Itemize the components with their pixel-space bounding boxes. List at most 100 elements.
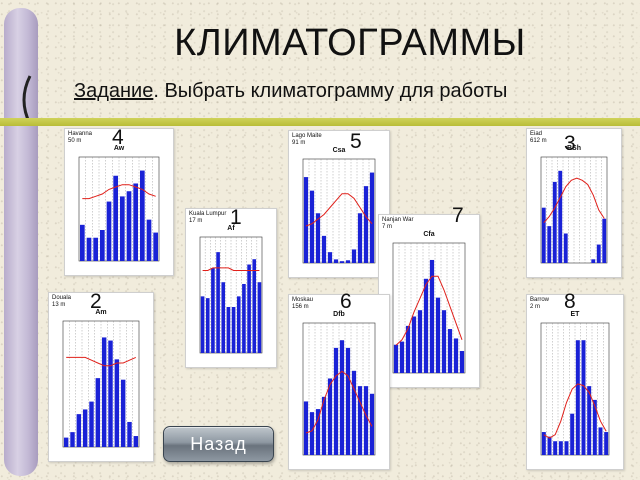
precip-bar: [345, 260, 351, 263]
precip-bar: [602, 218, 607, 263]
climatogram-card[interactable]: Douala 13 m Am: [48, 292, 154, 462]
station-name: Moskau 156 m: [292, 297, 314, 310]
precip-bar: [547, 436, 552, 455]
precip-bar: [146, 219, 152, 261]
precip-bar: [321, 235, 327, 263]
precip-bar: [541, 432, 546, 455]
climatogram-plot: [540, 156, 608, 264]
precip-bar: [93, 237, 98, 261]
precip-bar: [429, 259, 435, 373]
station-name: Nanjan War 7 m: [382, 217, 414, 230]
precip-bar: [309, 412, 315, 455]
chart-number: 1: [230, 206, 242, 229]
precip-bar: [101, 337, 107, 447]
precip-bar: [596, 244, 601, 263]
precip-bar: [63, 437, 69, 447]
climate-code: Dfb: [333, 311, 345, 318]
precip-bar: [333, 259, 339, 263]
temperature-line: [305, 370, 373, 434]
station-name: Kuala Lumpur 17 m: [189, 211, 227, 224]
temperature-line: [82, 184, 156, 200]
chart-number: 8: [564, 290, 576, 313]
precip-bar: [231, 306, 236, 353]
precip-bar: [598, 427, 603, 455]
precip-bar: [604, 432, 609, 455]
back-button[interactable]: Назад: [163, 426, 274, 462]
precip-bar: [363, 186, 369, 263]
climatogram-plot: [302, 158, 376, 264]
precip-bar: [441, 310, 447, 373]
climatogram-card[interactable]: Moskau 156 m Dfb: [288, 294, 390, 470]
task-label: Задание: [74, 80, 154, 102]
chart-number: 7: [452, 204, 464, 227]
precip-bar: [303, 177, 309, 263]
climatogram-plot: [302, 322, 376, 456]
precip-bar: [120, 379, 126, 447]
precip-bar: [200, 296, 205, 353]
climatogram-card[interactable]: Lago Maite 91 m Csa: [288, 130, 390, 278]
precip-bar: [114, 359, 120, 447]
precip-bar: [564, 441, 569, 455]
precip-bar: [315, 409, 321, 455]
climatogram-card[interactable]: Nanjan War 7 m Cfa: [378, 214, 480, 388]
task-description: . Выбрать климатограмму для работы: [153, 80, 508, 102]
precip-bar: [236, 296, 241, 353]
precip-bar: [133, 183, 138, 261]
precip-bar: [257, 282, 262, 353]
chart-number: 5: [350, 130, 362, 153]
precip-bar: [327, 378, 333, 455]
precip-bar: [100, 229, 105, 261]
chart-number: 4: [112, 126, 124, 149]
precip-bar: [226, 306, 231, 353]
precip-bar: [563, 233, 568, 263]
precip-bar: [453, 338, 459, 373]
precip-bar: [591, 259, 596, 263]
precip-bar: [357, 386, 363, 455]
precip-bar: [205, 298, 210, 353]
precip-bar: [106, 201, 112, 261]
precip-bar: [558, 441, 563, 455]
climatogram-card[interactable]: Havanna 50 m Aw: [64, 128, 174, 276]
climate-code: Aw: [113, 145, 125, 152]
precip-bar: [221, 282, 226, 353]
precip-bar: [541, 207, 546, 263]
precip-bar: [252, 259, 257, 353]
page-title: КЛИМАТОГРАММЫ: [174, 22, 526, 64]
precip-bar: [303, 401, 309, 455]
climate-code: Am: [95, 309, 107, 316]
climatogram-plot: [78, 156, 160, 262]
precip-bar: [127, 421, 132, 447]
task-text: Задание. Выбрать климатограмму для работ…: [74, 80, 507, 103]
precip-bar: [405, 325, 411, 373]
accent-stripe: [0, 118, 640, 126]
precip-bar: [113, 175, 118, 261]
station-name: Lago Maite 91 m: [292, 133, 322, 146]
climatogram-card[interactable]: Eiad 612 m BSh: [526, 128, 622, 278]
climatogram-card[interactable]: Kuala Lumpur 17 m Af: [185, 208, 277, 368]
precip-bar: [339, 340, 345, 455]
precip-bar: [351, 370, 357, 455]
temperature-line: [543, 177, 605, 224]
precip-bar: [553, 441, 558, 455]
precip-bar: [552, 181, 557, 263]
climatogram-card[interactable]: Barrow 2 m ET: [526, 294, 624, 470]
station-name: Barrow 2 m: [530, 297, 550, 310]
climate-code: Csa: [332, 147, 346, 154]
climate-code: Af: [227, 225, 235, 232]
climatogram-plot: [199, 236, 263, 354]
precip-bar: [369, 172, 375, 263]
precip-bar: [108, 340, 113, 447]
precip-bar: [89, 401, 94, 447]
precip-bar: [399, 341, 405, 373]
station-name: Havanna 50 m: [68, 131, 93, 144]
precip-bar: [581, 340, 586, 455]
precip-bar: [339, 261, 345, 263]
chart-number: 6: [340, 290, 352, 313]
climate-code: ET: [570, 311, 580, 318]
precip-bar: [76, 414, 82, 447]
precip-bar: [369, 393, 375, 455]
precip-bar: [309, 190, 315, 263]
climate-code: BSh: [567, 145, 581, 152]
precip-bar: [459, 351, 465, 373]
precip-bar: [82, 409, 88, 447]
